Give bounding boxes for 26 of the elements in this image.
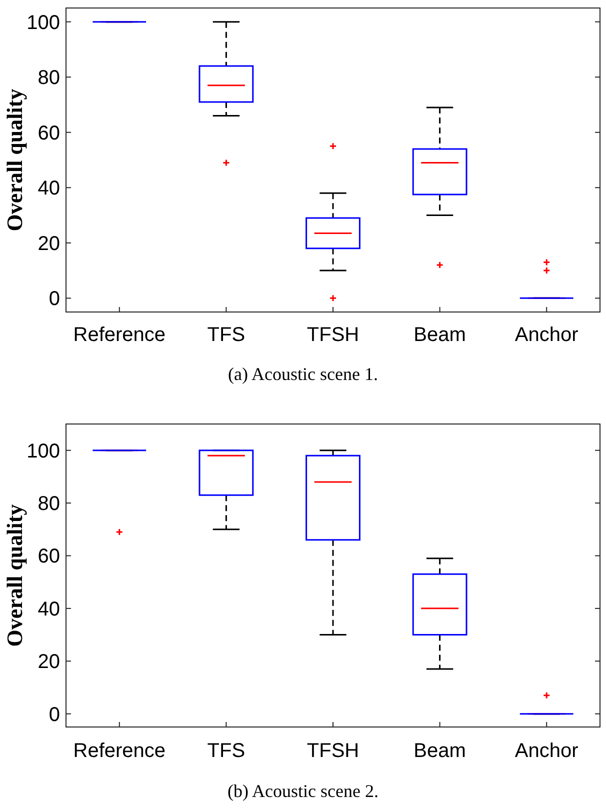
- y-tick-label: 20: [38, 232, 60, 255]
- y-tick-label: 60: [38, 546, 60, 568]
- x-tick-label: Reference: [73, 740, 166, 762]
- y-axis-title: Overall quality: [2, 88, 27, 232]
- y-tick-label: 20: [38, 651, 60, 674]
- y-tick-label: 100: [26, 12, 60, 34]
- x-tick-label: TFS: [207, 740, 246, 762]
- y-tick-label: 60: [38, 122, 60, 144]
- y-axis-title: Overall quality: [2, 504, 27, 647]
- x-tick-label: Reference: [73, 324, 166, 346]
- y-tick-label: 100: [26, 440, 60, 462]
- x-tick-label: Beam: [414, 324, 466, 346]
- y-tick-label: 80: [38, 67, 60, 90]
- y-tick-label: 40: [38, 178, 60, 200]
- y-tick-label: 0: [48, 704, 60, 726]
- text: (a) Acoustic scene 1.: [228, 364, 378, 384]
- x-tick-label: TFSH: [306, 740, 360, 762]
- text: (b) Acoustic scene 2.: [228, 781, 378, 801]
- x-tick-label: Anchor: [514, 740, 579, 762]
- x-tick-label: TFSH: [306, 324, 360, 346]
- y-tick-label: 40: [38, 598, 60, 620]
- y-tick-label: 0: [48, 288, 60, 310]
- x-tick-label: Anchor: [514, 324, 579, 346]
- x-tick-label: TFS: [207, 324, 246, 346]
- x-tick-label: Beam: [414, 740, 466, 762]
- y-tick-label: 80: [38, 493, 60, 516]
